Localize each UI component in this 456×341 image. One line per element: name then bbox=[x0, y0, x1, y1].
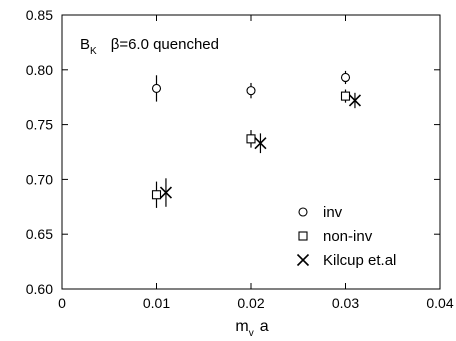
data-point bbox=[340, 72, 351, 83]
series-square bbox=[151, 89, 351, 208]
data-point bbox=[246, 86, 256, 96]
annotation-symbol: B bbox=[80, 36, 90, 53]
data-point bbox=[254, 137, 267, 150]
legend-marker bbox=[298, 231, 308, 241]
x-axis-title-tail: a bbox=[260, 318, 269, 335]
y-tick-label: 0.60 bbox=[26, 281, 53, 297]
x-marker-stroke bbox=[159, 186, 173, 199]
x-marker-stroke bbox=[254, 137, 267, 150]
data-point bbox=[340, 91, 351, 101]
series-x bbox=[159, 92, 362, 207]
data-marks bbox=[151, 70, 362, 208]
y-tick-label: 0.70 bbox=[26, 171, 53, 187]
y-tick-label: 0.75 bbox=[26, 117, 53, 133]
x-axis-title: mv a bbox=[235, 318, 268, 339]
x-marker-stroke bbox=[296, 253, 310, 267]
legend-marker bbox=[296, 253, 310, 267]
legend-label: Kilcup et.al bbox=[323, 252, 396, 269]
x-tick-label: 0.03 bbox=[332, 295, 359, 311]
legend-marker bbox=[298, 207, 308, 217]
plot-frame bbox=[61, 14, 441, 290]
axis-tick-labels: 0 0.01 0.02 0.03 0.04 0.60 0.65 0.70 0.75 0.80 0.8… bbox=[26, 7, 454, 311]
annotation-subscript: K bbox=[90, 46, 97, 57]
x-tick-label: 0.04 bbox=[426, 295, 453, 311]
legend-label: inv bbox=[323, 204, 343, 221]
data-point bbox=[159, 186, 173, 199]
axis-ticks bbox=[61, 14, 441, 290]
x-axis-title-main: m bbox=[235, 318, 248, 335]
x-marker-stroke bbox=[348, 94, 362, 107]
annotation-text: β=6.0 quenched bbox=[111, 36, 219, 53]
x-tick-label: 0.02 bbox=[237, 295, 264, 311]
data-point bbox=[151, 190, 162, 200]
legend: inv non-inv Kilcup et.al bbox=[296, 204, 396, 269]
legend-label: non-inv bbox=[323, 228, 373, 245]
x-tick-label: 0 bbox=[58, 295, 66, 311]
x-tick-label: 0.01 bbox=[143, 295, 170, 311]
data-point bbox=[348, 94, 362, 107]
y-tick-label: 0.80 bbox=[26, 62, 53, 78]
chart-annotation: BK β=6.0 quenched bbox=[80, 36, 219, 57]
y-tick-label: 0.85 bbox=[26, 7, 53, 23]
x-axis-title-subscript: v bbox=[249, 328, 254, 339]
y-tick-label: 0.65 bbox=[26, 226, 53, 242]
data-point bbox=[246, 134, 256, 144]
series-circle bbox=[151, 70, 351, 102]
data-point bbox=[151, 83, 162, 93]
